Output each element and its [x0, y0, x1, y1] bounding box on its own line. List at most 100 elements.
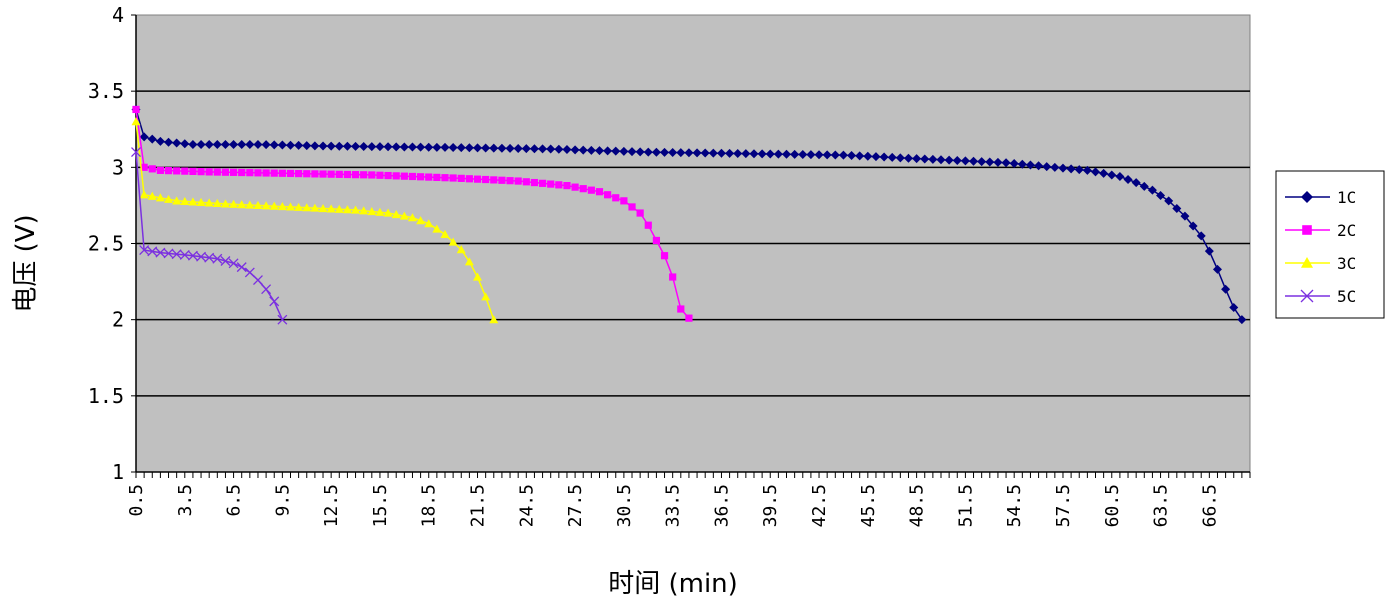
data-point [757, 149, 767, 159]
data-point [1115, 171, 1125, 181]
x-tick-label: 57.5 [1053, 484, 1074, 527]
data-point [326, 204, 336, 213]
data-point [416, 216, 426, 225]
data-point [464, 257, 474, 266]
data-point [261, 284, 272, 295]
data-point [205, 168, 213, 176]
data-point [360, 171, 368, 179]
data-point [522, 178, 530, 186]
data-point [416, 142, 426, 152]
data-point [204, 139, 214, 149]
data-point [261, 140, 271, 150]
data-point [604, 191, 612, 199]
data-point [277, 314, 288, 325]
data-point [636, 209, 644, 217]
data-point [822, 150, 832, 160]
data-point [212, 139, 222, 149]
x-tick-label: 24.5 [516, 484, 537, 527]
data-point [684, 148, 694, 158]
x-minor-ticks [135, 472, 1251, 478]
data-point [993, 157, 1003, 167]
data-point [643, 147, 653, 157]
data-point [212, 198, 222, 207]
data-point [220, 139, 230, 149]
data-point [1001, 158, 1011, 168]
data-point [212, 253, 223, 264]
data-point [334, 141, 344, 151]
data-point [1123, 175, 1133, 185]
data-point [677, 305, 685, 313]
legend-label: 5C [1337, 287, 1356, 306]
data-point [173, 167, 181, 175]
data-point [425, 173, 433, 181]
y-tick-label: 1 [112, 460, 124, 484]
data-point [164, 194, 174, 203]
data-point [514, 177, 522, 185]
data-point [498, 176, 506, 184]
data-point [295, 169, 303, 178]
y-tick-label: 3 [112, 155, 124, 179]
data-point [399, 142, 409, 152]
data-point [903, 153, 913, 163]
data-point [497, 143, 507, 153]
data-point [229, 168, 238, 176]
data-point [1034, 161, 1044, 171]
data-point [830, 150, 840, 160]
data-point [204, 252, 215, 263]
data-point [505, 143, 515, 153]
data-point [237, 139, 247, 149]
data-point [253, 139, 263, 149]
data-point [310, 203, 320, 212]
data-point [790, 149, 800, 159]
data-point [164, 137, 174, 147]
data-point [530, 178, 539, 187]
data-point [237, 200, 247, 209]
data-point [424, 219, 434, 228]
data-point [391, 142, 401, 152]
data-point [969, 156, 979, 166]
data-point [180, 196, 190, 205]
data-point [196, 251, 207, 262]
x-tick-label: 30.5 [614, 484, 635, 527]
data-point [1180, 211, 1190, 221]
data-point [238, 168, 246, 177]
data-point [245, 139, 255, 149]
y-tick-label: 3.5 [88, 79, 124, 103]
data-point [399, 211, 409, 220]
x-tick-label: 42.5 [809, 484, 830, 527]
data-point [1074, 165, 1084, 175]
data-point [278, 169, 286, 177]
data-point [1188, 221, 1198, 231]
legend-item-1C: 1C [1285, 188, 1356, 207]
x-tick-label: 21.5 [468, 484, 489, 527]
data-point [489, 315, 499, 324]
data-point [187, 250, 198, 261]
data-point [229, 199, 239, 208]
data-point [985, 157, 995, 167]
data-point [456, 143, 466, 153]
x-tick-label: 63.5 [1151, 484, 1172, 527]
data-point [392, 172, 400, 180]
data-point [384, 171, 392, 180]
data-point [302, 141, 312, 151]
data-point [563, 182, 571, 190]
data-point [221, 168, 230, 176]
data-point [603, 146, 613, 156]
data-point [1058, 163, 1068, 173]
data-point [254, 169, 262, 177]
data-point [733, 148, 743, 158]
data-point [375, 142, 385, 152]
legend-label: 2C [1337, 221, 1356, 240]
data-point [1066, 164, 1076, 174]
data-point [181, 167, 189, 175]
data-point [351, 205, 361, 214]
legend-marker [1300, 289, 1314, 303]
data-point [628, 203, 636, 211]
data-point [147, 134, 157, 144]
data-point [204, 198, 214, 207]
x-tick-label: 45.5 [858, 484, 879, 527]
data-point [960, 156, 970, 166]
data-point [318, 203, 328, 213]
data-point [627, 147, 637, 157]
data-point [432, 224, 442, 233]
